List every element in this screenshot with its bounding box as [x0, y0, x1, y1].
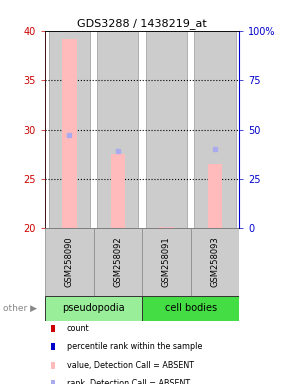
Text: count: count	[67, 324, 89, 333]
Bar	[159, 227, 174, 228]
Text: GSM258090: GSM258090	[65, 237, 74, 287]
Text: pseudopodia: pseudopodia	[62, 303, 125, 313]
Bar	[208, 164, 222, 228]
Text: GSM258093: GSM258093	[211, 237, 220, 288]
Bar	[110, 154, 125, 228]
Bar	[49, 31, 90, 228]
Text: GSM258091: GSM258091	[162, 237, 171, 287]
Bar	[45, 228, 93, 296]
Bar	[146, 31, 187, 228]
Text: other ▶: other ▶	[3, 304, 37, 313]
Text: GSM258092: GSM258092	[113, 237, 122, 287]
Bar	[142, 296, 239, 321]
Bar	[142, 228, 191, 296]
Bar	[93, 228, 142, 296]
Bar	[191, 228, 239, 296]
Text: value, Detection Call = ABSENT: value, Detection Call = ABSENT	[67, 361, 194, 370]
Text: rank, Detection Call = ABSENT: rank, Detection Call = ABSENT	[67, 379, 190, 384]
Bar	[97, 31, 138, 228]
Bar	[62, 39, 77, 228]
Bar	[45, 296, 142, 321]
Text: percentile rank within the sample: percentile rank within the sample	[67, 342, 202, 351]
Bar	[194, 31, 235, 228]
Title: GDS3288 / 1438219_at: GDS3288 / 1438219_at	[77, 18, 207, 30]
Text: cell bodies: cell bodies	[165, 303, 217, 313]
